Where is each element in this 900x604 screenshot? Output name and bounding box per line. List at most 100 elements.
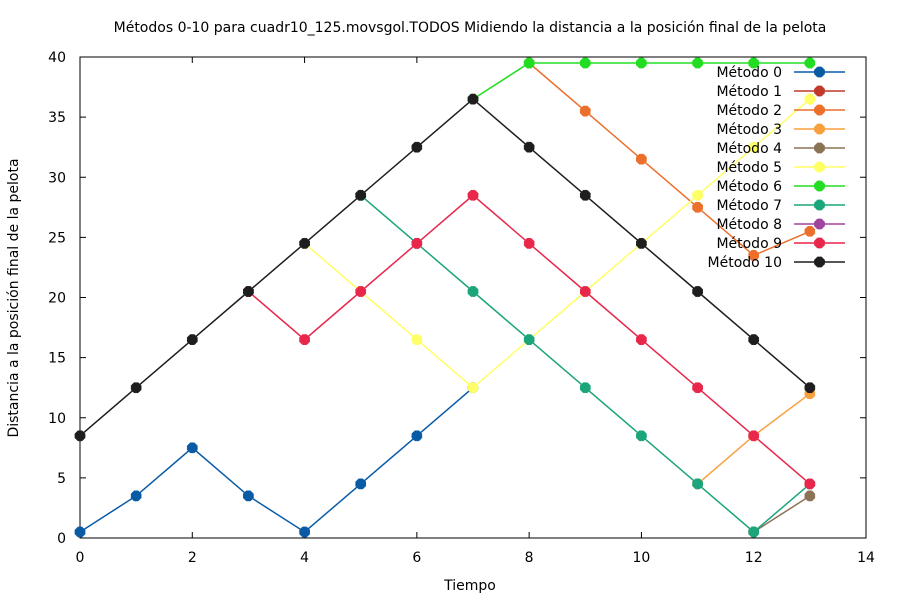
data-point xyxy=(523,141,535,153)
data-point xyxy=(299,334,310,345)
data-point xyxy=(579,105,591,117)
data-point xyxy=(355,286,367,297)
x-tick-label: 8 xyxy=(525,550,534,566)
data-point xyxy=(467,93,479,105)
data-point xyxy=(579,189,591,201)
data-point xyxy=(523,57,535,69)
data-point xyxy=(411,238,423,249)
legend-label: Método 2 xyxy=(716,103,782,119)
legend-label: Método 7 xyxy=(716,198,782,214)
y-tick-label: 15 xyxy=(48,351,66,367)
legend-item-metodo-5: Método 5 xyxy=(716,160,845,176)
legend-swatch-marker xyxy=(814,237,825,249)
legend-item-metodo-6: Método 6 xyxy=(716,179,845,195)
data-point xyxy=(579,57,591,69)
data-point xyxy=(748,57,760,69)
legend-swatch-marker xyxy=(814,161,825,173)
data-point xyxy=(523,238,535,249)
data-point xyxy=(74,430,86,442)
legend-swatch-marker xyxy=(814,123,825,135)
data-point xyxy=(243,286,254,297)
data-point xyxy=(804,382,816,394)
x-tick-label: 4 xyxy=(300,550,309,566)
data-point xyxy=(355,189,367,201)
data-point xyxy=(411,141,423,153)
data-point xyxy=(692,478,703,490)
legend-item-metodo-7: Método 7 xyxy=(716,198,845,214)
legend-item-metodo-3: Método 3 xyxy=(716,122,845,138)
y-tick-label: 35 xyxy=(48,110,66,126)
legend-item-metodo-9: Método 9 xyxy=(716,236,845,252)
data-point xyxy=(692,57,703,69)
series-metodo-0 xyxy=(74,382,479,538)
data-point xyxy=(130,382,142,394)
x-tick-label: 6 xyxy=(412,550,421,566)
data-point xyxy=(411,334,423,345)
series-metodo-10 xyxy=(74,93,816,442)
data-point xyxy=(186,334,198,345)
legend-swatch-marker xyxy=(814,85,825,97)
legend-swatch-marker xyxy=(814,66,825,78)
legend-label: Método 0 xyxy=(716,65,782,81)
series-line-5 xyxy=(304,98,811,389)
data-point xyxy=(579,382,591,394)
data-point xyxy=(748,141,760,153)
series-line-4 xyxy=(753,495,811,533)
data-point xyxy=(467,382,479,394)
data-point xyxy=(748,526,760,538)
data-point xyxy=(467,286,479,297)
legend-swatch-marker xyxy=(814,142,825,154)
legend-swatch-marker xyxy=(814,218,825,230)
legend-label: Método 5 xyxy=(716,160,782,176)
data-point xyxy=(804,93,816,105)
data-point xyxy=(748,250,760,261)
legend-swatch-marker xyxy=(814,104,825,116)
x-tick-label: 14 xyxy=(857,550,875,566)
data-point xyxy=(748,334,760,345)
data-point xyxy=(804,226,816,237)
legend-swatch-marker xyxy=(814,256,825,268)
y-tick-label: 5 xyxy=(57,471,66,487)
y-tick-label: 0 xyxy=(57,531,66,547)
data-point xyxy=(467,189,479,201)
y-tick-label: 40 xyxy=(48,50,66,66)
data-point xyxy=(748,430,760,442)
data-point xyxy=(636,153,647,165)
data-point xyxy=(579,286,591,297)
y-axis-label: Distancia a la posición final de la pelo… xyxy=(6,158,22,437)
x-tick-label: 0 xyxy=(76,550,85,566)
data-point xyxy=(636,57,647,69)
legend-item-metodo-0: Método 0 xyxy=(716,65,845,81)
data-point xyxy=(186,442,198,454)
data-point xyxy=(692,201,703,213)
legend-item-metodo-8: Método 8 xyxy=(716,217,845,233)
legend-item-metodo-1: Método 1 xyxy=(716,84,845,100)
data-point xyxy=(692,189,703,201)
legend-label: Método 6 xyxy=(716,179,782,195)
x-tick-label: 2 xyxy=(188,550,197,566)
y-tick-label: 30 xyxy=(48,170,66,186)
legend-swatch-marker xyxy=(814,180,825,192)
data-point xyxy=(299,238,310,249)
data-point xyxy=(636,334,647,345)
legend-swatch-marker xyxy=(814,199,825,211)
data-point xyxy=(692,382,703,394)
legend-item-metodo-4: Método 4 xyxy=(716,141,845,157)
series-lines xyxy=(74,57,816,538)
x-tick-label: 10 xyxy=(633,550,651,566)
series-line-10 xyxy=(79,98,811,437)
data-point xyxy=(636,238,647,249)
x-axis-label: Tiempo xyxy=(443,578,496,594)
data-point xyxy=(804,57,816,69)
data-point xyxy=(804,478,816,490)
legend-label: Método 9 xyxy=(716,236,782,252)
series-line-0 xyxy=(79,387,474,533)
data-point xyxy=(523,334,535,345)
legend-label: Método 10 xyxy=(708,255,782,271)
series-line-2 xyxy=(528,62,811,257)
data-point xyxy=(804,490,816,502)
data-point xyxy=(692,286,703,297)
legend-item-metodo-10: Método 10 xyxy=(708,255,845,271)
legend-label: Método 1 xyxy=(716,84,782,100)
